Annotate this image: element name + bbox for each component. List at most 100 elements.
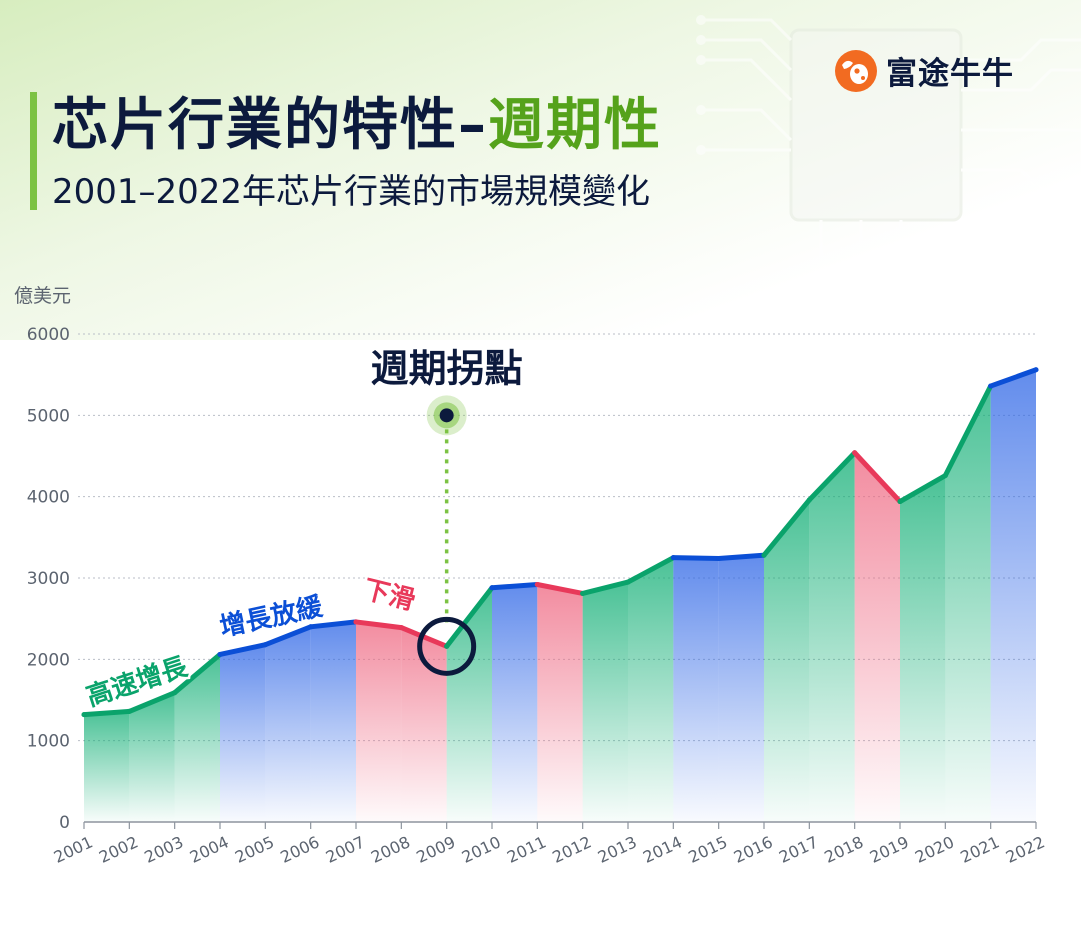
page-title: 芯片行業的特性–週期性 [52, 88, 662, 164]
area-segment [310, 621, 356, 822]
series-segment [942, 383, 994, 479]
x-tick-label: 2017 [776, 832, 821, 866]
x-tick-label: 2002 [96, 832, 141, 866]
x-tick-label: 2003 [141, 832, 186, 866]
area-segment [900, 475, 946, 822]
data-point [988, 383, 994, 389]
series-segment [625, 555, 676, 585]
x-tick-label: 2011 [504, 832, 549, 866]
data-point [398, 625, 404, 631]
turning-point-label: 週期拐點 [371, 346, 523, 390]
area-segment [673, 557, 719, 822]
x-tick-label: 2012 [549, 832, 594, 866]
x-tick-label: 2005 [232, 832, 277, 866]
x-tick-label: 2016 [731, 832, 776, 866]
area-segment [446, 587, 492, 822]
series-segment [308, 619, 359, 630]
x-tick-label: 2008 [368, 832, 413, 866]
data-point [262, 642, 268, 648]
circuit-pattern [696, 15, 1081, 295]
area-segment [265, 626, 311, 822]
series-segment [716, 552, 767, 561]
data-point [308, 624, 314, 630]
x-tick-label: 2007 [323, 832, 368, 866]
data-point [444, 643, 450, 649]
x-tick-label: 2022 [1003, 832, 1048, 866]
series-segment [444, 585, 495, 649]
page-subtitle: 2001–2022年芯片行業的市場規模變化 [52, 172, 651, 212]
series-segment [489, 582, 540, 591]
data-point [761, 552, 767, 558]
data-point [852, 450, 858, 456]
y-tick-label: 2000 [27, 650, 70, 670]
data-point [625, 579, 631, 585]
series-segment [761, 497, 812, 558]
y-tick-label: 3000 [27, 569, 70, 589]
decline-label: 下滑 [360, 575, 418, 617]
area-segment [129, 692, 175, 822]
title-accent: 週期性 [488, 93, 662, 158]
data-point [353, 619, 359, 625]
series-segment [988, 367, 1039, 389]
x-tick-label: 2021 [957, 832, 1002, 866]
area-segment [84, 711, 130, 822]
area-segment [718, 555, 764, 822]
area-segment [401, 627, 447, 822]
area-segment [628, 557, 674, 822]
brand-logo: 富途牛牛 [834, 48, 1014, 93]
x-tick-label: 2020 [912, 832, 957, 866]
series-segment [217, 642, 268, 657]
x-tick-label: 2009 [413, 832, 458, 866]
data-point [716, 555, 722, 561]
y-tick-label: 0 [59, 813, 70, 833]
data-point [942, 473, 948, 479]
series-segment [806, 450, 858, 503]
series-segment [852, 450, 903, 505]
data-point [172, 690, 178, 696]
futu-logo-icon [835, 49, 877, 92]
brand-name: 富途牛牛 [886, 56, 1014, 92]
data-point [670, 555, 676, 561]
series-segment [670, 555, 722, 561]
title-accent-bar [30, 92, 37, 210]
data-point [897, 499, 903, 505]
series-segment [534, 582, 586, 596]
y-tick-label: 1000 [27, 732, 70, 752]
y-tick-label: 4000 [27, 488, 70, 508]
data-point [217, 651, 223, 657]
title-main: 芯片行業的特性– [52, 93, 488, 158]
x-tick-label: 2006 [277, 832, 322, 866]
series-segment [398, 625, 450, 649]
x-tick-label: 2010 [459, 832, 504, 866]
area-segment [174, 654, 220, 822]
x-tick-label: 2018 [821, 832, 866, 866]
x-tick-label: 2015 [685, 832, 730, 866]
area-segment [356, 621, 402, 822]
area-segment [492, 584, 538, 822]
data-point [534, 582, 540, 588]
data-point [81, 712, 87, 718]
data-point [580, 590, 586, 596]
series-segment [897, 473, 948, 505]
area-segment [220, 644, 266, 822]
x-tick-label: 2019 [867, 832, 912, 866]
area-segment [537, 584, 583, 822]
series-segment [262, 624, 314, 648]
data-point [1033, 367, 1039, 373]
data-point [489, 585, 495, 591]
series-segment [353, 619, 404, 631]
area-segment [809, 452, 855, 822]
turning-point-circle [417, 616, 477, 676]
x-tick-label: 2013 [595, 832, 640, 866]
x-tick-label: 2001 [51, 832, 96, 866]
y-axis-label: 億美元 [14, 285, 71, 307]
area-segment [764, 499, 810, 822]
area-segment [582, 582, 628, 822]
series-segment [81, 708, 132, 718]
data-point [126, 708, 132, 714]
x-tick-label: 2004 [187, 832, 232, 866]
area-segment [854, 452, 900, 822]
area-segment [990, 369, 1036, 822]
data-point [806, 497, 812, 503]
